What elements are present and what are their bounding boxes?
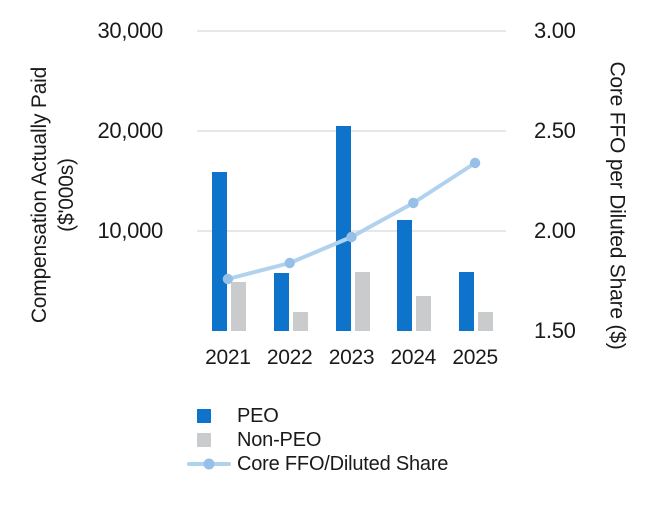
x-axis-label-2025: 2025: [452, 346, 498, 369]
legend-item-non-peo: Non-PEO: [187, 428, 448, 452]
left-axis-tick: 30,000: [97, 18, 164, 43]
legend-label-non-peo: Non-PEO: [237, 428, 322, 451]
bar-peo-2024: [397, 220, 413, 331]
core-ffo-point-2025: [469, 157, 481, 169]
bar-peo-2022: [273, 273, 289, 331]
non-peo-swatch-icon: [197, 433, 211, 447]
peo-swatch-icon: [197, 409, 211, 423]
right-axis-tick: 2.50: [534, 118, 576, 143]
bar-peo-2021: [211, 172, 227, 331]
bar-peo-2025: [459, 272, 475, 331]
core-ffo-point-2022: [284, 257, 295, 269]
bar-non-peo-2025: [478, 312, 494, 331]
legend-label-peo: PEO: [237, 404, 279, 427]
legend-item-peo: PEO: [187, 404, 448, 428]
left-axis-tick: 20,000: [97, 118, 164, 143]
x-axis-label-2024: 2024: [390, 346, 437, 369]
right-axis-tick: 1.50: [534, 318, 576, 343]
bar-non-peo-2024: [416, 296, 432, 331]
right-axis-ticks: 3.00 2.50 2.00 1.50: [534, 18, 644, 343]
plot-area: [197, 30, 506, 331]
x-axis-label-2022: 2022: [266, 346, 313, 369]
x-axis-label-2023: 2023: [328, 346, 375, 369]
legend-label-core-ffo: Core FFO/Diluted Share: [237, 452, 449, 475]
bar-non-peo-2021: [230, 282, 246, 331]
gridline: [197, 30, 506, 32]
core-ffo-point-2024: [408, 197, 419, 209]
core-ffo-line-swatch-icon: [187, 458, 231, 470]
right-axis-tick: 3.00: [534, 18, 576, 43]
right-axis-tick: 2.00: [534, 218, 576, 243]
gridline: [197, 130, 506, 132]
left-axis-ticks: 30,000 20,000 10,000: [0, 18, 164, 331]
legend-item-core-ffo: Core FFO/Diluted Share: [187, 452, 448, 476]
bar-non-peo-2023: [354, 272, 370, 331]
left-axis-tick: 10,000: [97, 218, 164, 243]
core-ffo-point-2023: [346, 231, 357, 243]
core-ffo-line: [222, 157, 481, 285]
x-axis-labels: 2021 2022 2023 2024 2025: [197, 346, 506, 370]
bar-peo-2023: [335, 126, 351, 331]
legend: PEO Non-PEO Core FFO/Diluted Share: [187, 404, 448, 476]
x-axis-label-2021: 2021: [205, 346, 251, 369]
bar-non-peo-2022: [292, 312, 308, 331]
gridline: [197, 230, 506, 232]
core-ffo-point-2021: [222, 273, 234, 285]
